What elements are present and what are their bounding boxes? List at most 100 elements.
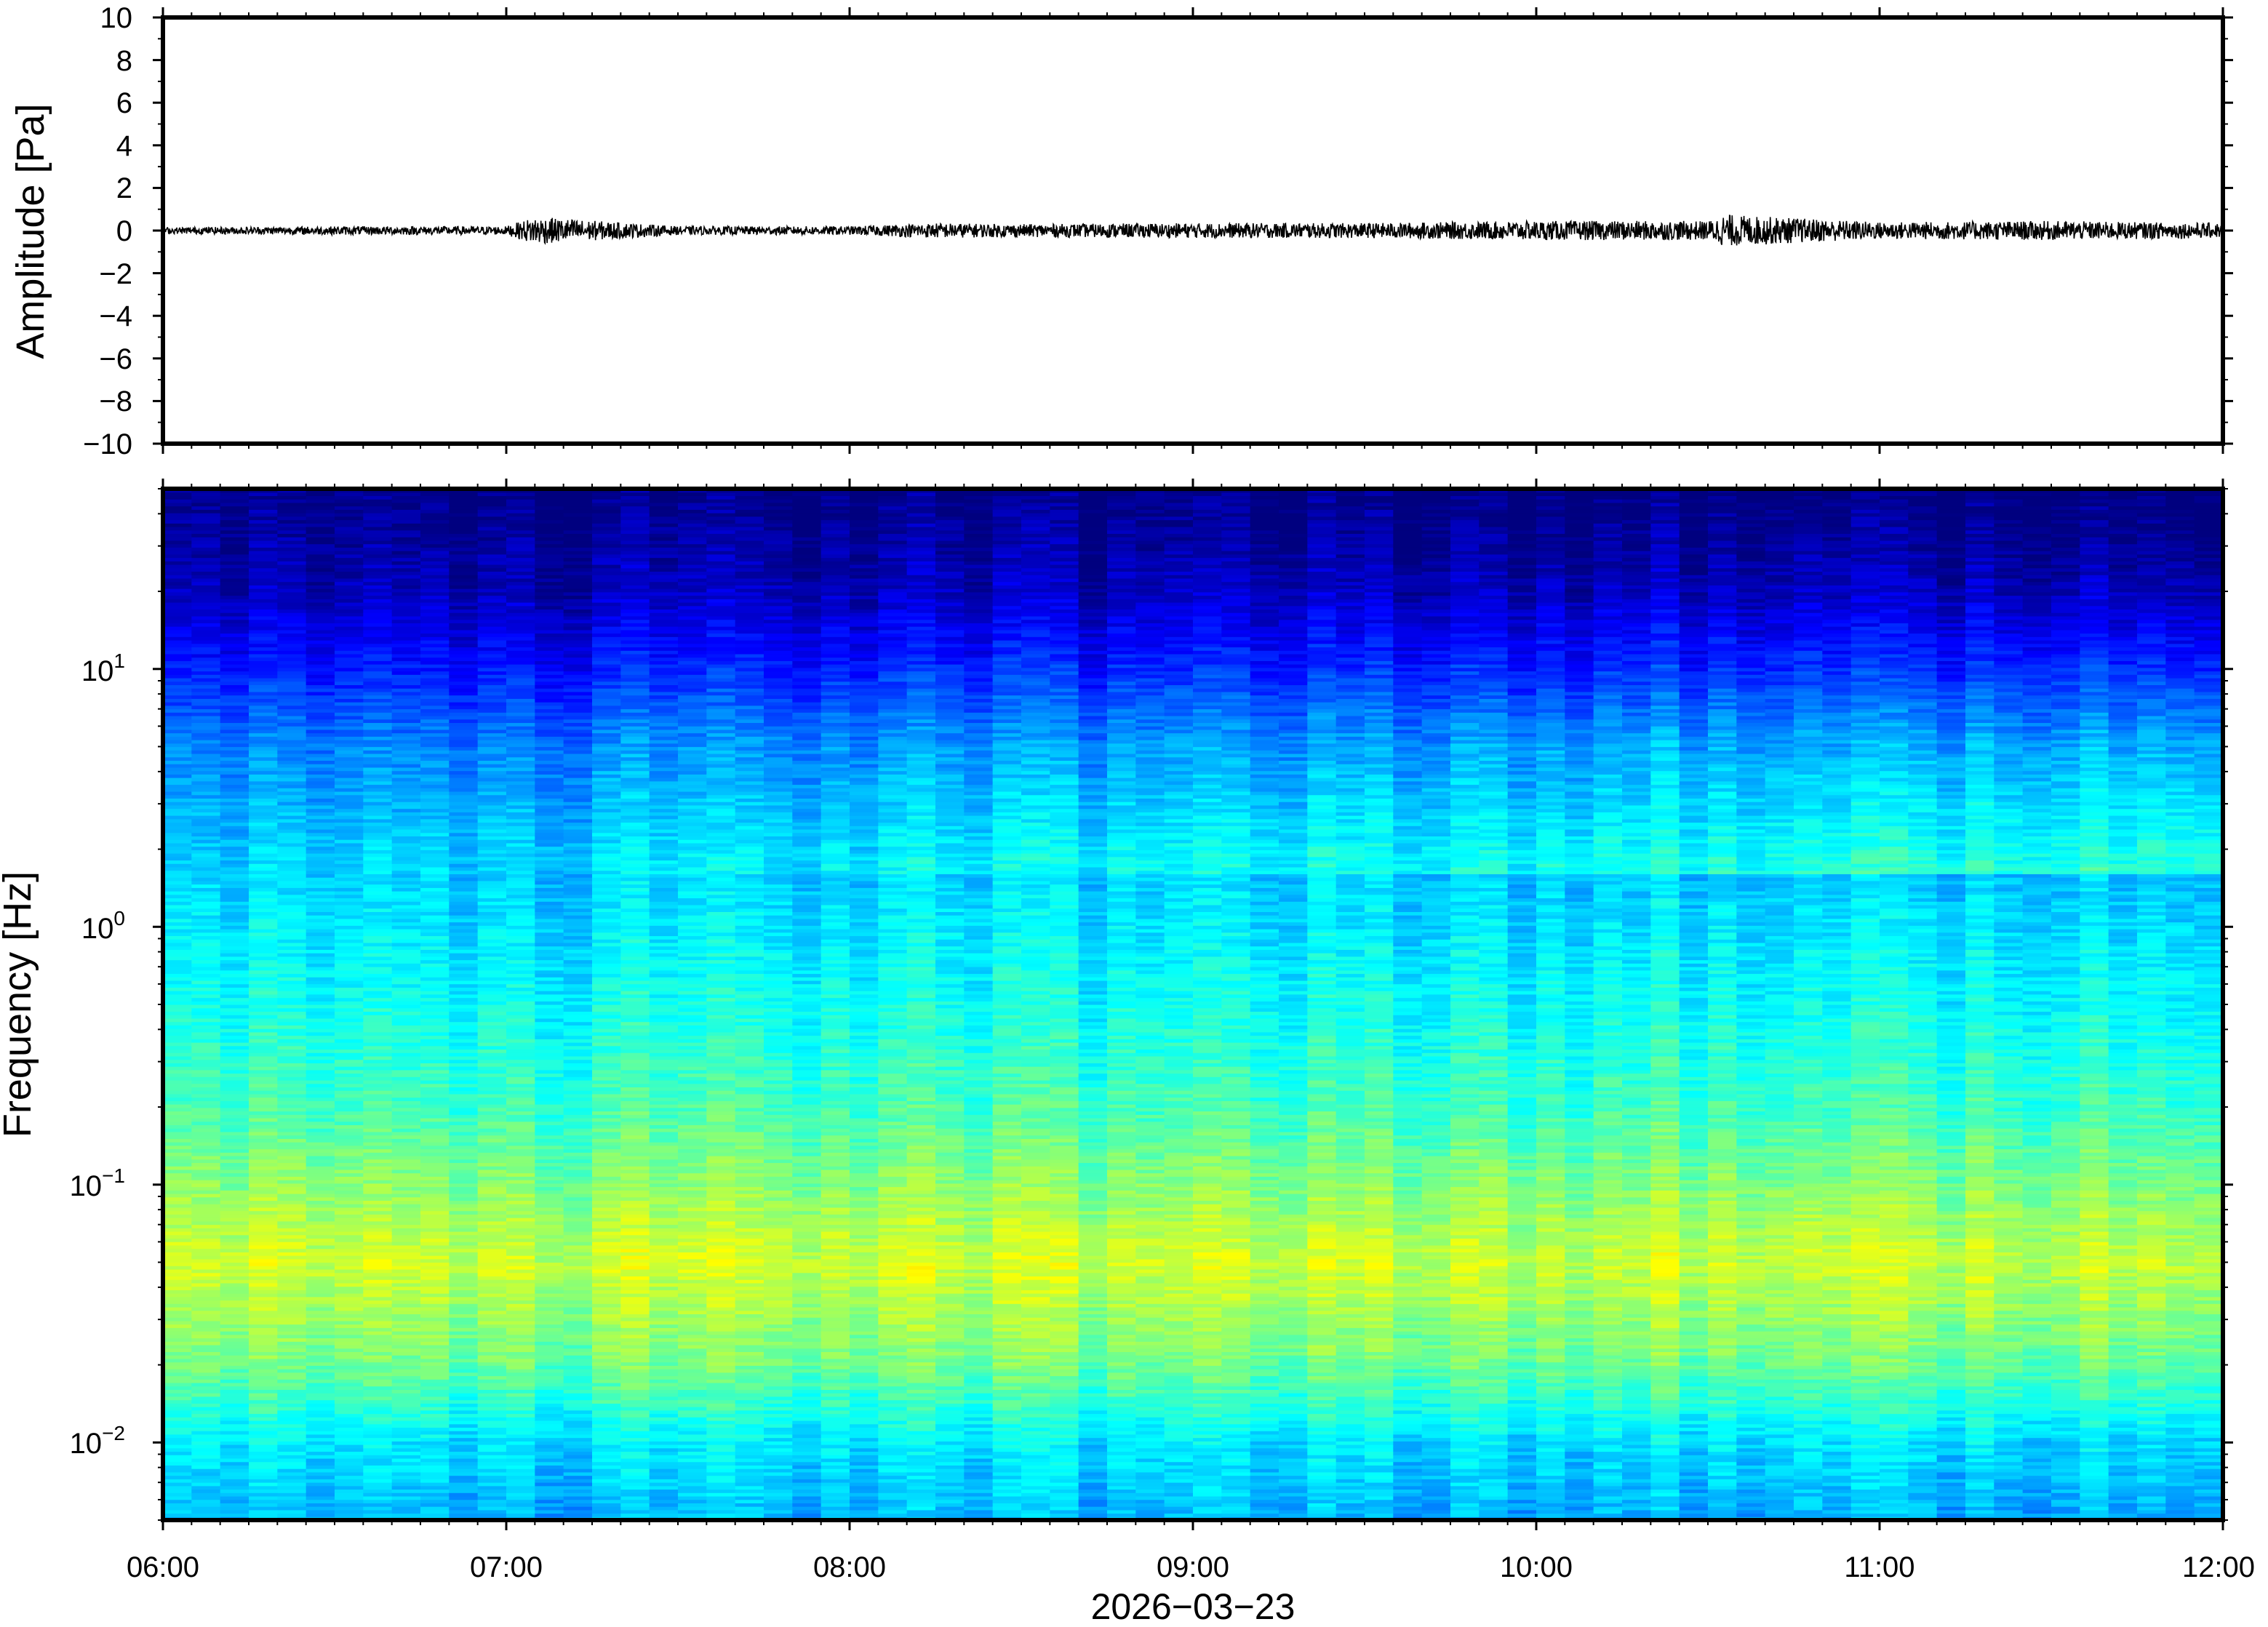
spectrogram-cell (220, 812, 249, 816)
spectrogram-cell (277, 1007, 307, 1012)
spectrogram-cell (620, 1475, 650, 1479)
spectrogram-cell (420, 904, 450, 909)
spectrogram-cell (506, 1052, 535, 1057)
spectrogram-cell (306, 547, 335, 551)
spectrogram-cell (620, 887, 650, 892)
spectrogram-cell (306, 1447, 335, 1452)
spectrogram-cell (191, 1015, 221, 1019)
spectrogram-cell (277, 1344, 307, 1349)
spectrogram-cell (163, 1049, 192, 1053)
spectrogram-cell (449, 746, 479, 751)
spectrogram-cell (506, 1375, 535, 1380)
spectrogram-cell (220, 1423, 249, 1428)
spectrogram-cell (620, 1087, 650, 1091)
spectrogram-cell (363, 1334, 393, 1339)
spectrogram-cell (506, 633, 535, 637)
spectrogram-cell (191, 932, 221, 937)
spectrogram-cell (335, 856, 364, 861)
spectrogram-cell (249, 1293, 278, 1298)
spectrogram-cell (391, 1114, 421, 1119)
spectrogram-cell (506, 1513, 535, 1517)
spectrogram-cell (477, 997, 507, 1002)
spectrogram-cell (420, 1148, 450, 1153)
spectrogram-cell (506, 770, 535, 775)
spectrogram-cell (191, 970, 221, 975)
spectrogram-cell (220, 842, 249, 847)
spectrogram-cell (191, 915, 221, 919)
spectrogram-cell (535, 1320, 564, 1325)
spectrogram-cell (592, 1341, 621, 1346)
spectrogram-cell (249, 1049, 278, 1053)
spectrogram-cell (249, 877, 278, 882)
spectrogram-cell (249, 1107, 278, 1112)
spectrogram-cell (163, 1252, 192, 1256)
spectrogram-cell (220, 1310, 249, 1314)
spectrogram-cell (335, 1011, 364, 1015)
spectrogram-cell (535, 1410, 564, 1415)
spectrogram-cell (391, 1455, 421, 1459)
spectrogram-cell (420, 1399, 450, 1404)
spectrogram-cell (477, 915, 507, 919)
spectrogram-cell (163, 575, 192, 579)
spectrogram-cell (163, 1407, 192, 1411)
spectrogram-cell (363, 1231, 393, 1236)
spectrogram-cell (335, 746, 364, 751)
spectrogram-cell (563, 667, 593, 672)
spectrogram-cell (391, 1437, 421, 1442)
spectrogram-cell (306, 1004, 335, 1009)
spectrogram-cell (335, 804, 364, 809)
spectrogram-cell (535, 1458, 564, 1463)
spectrogram-cell (620, 939, 650, 943)
spectrogram-cell (249, 1166, 278, 1170)
spectrogram-cell (163, 1482, 192, 1487)
spectrogram-cell (363, 1011, 393, 1015)
spectrogram-cell (249, 1224, 278, 1228)
spectrogram-cell (163, 760, 192, 764)
spectrogram-cell (592, 1200, 621, 1204)
spectrogram-cell (220, 499, 249, 503)
spectrogram-cell (391, 1231, 421, 1236)
spectrogram-cell (163, 1087, 192, 1091)
spectrogram-cell (220, 1358, 249, 1363)
spectrogram-cell (220, 547, 249, 551)
spectrogram-cell (563, 970, 593, 975)
spectrogram-cell (563, 826, 593, 830)
spectrogram-cell (449, 818, 479, 823)
spectrogram-cell (163, 1276, 192, 1280)
spectrogram-cell (592, 1317, 621, 1322)
spectrogram-cell (477, 846, 507, 850)
spectrogram-cell (449, 619, 479, 623)
spectrogram-cell (477, 987, 507, 991)
spectrogram-cell (420, 1327, 450, 1332)
spectrogram-cell (220, 1417, 249, 1421)
spectrogram-cell (506, 499, 535, 503)
spectrogram-cell (620, 1393, 650, 1397)
spectrogram-cell (363, 1207, 393, 1212)
spectrogram-cell (363, 1079, 393, 1084)
spectrogram-cell (191, 623, 221, 627)
spectrogram-cell (449, 1018, 479, 1023)
spectrogram-cell (535, 1266, 564, 1270)
spectrogram-cell (449, 605, 479, 610)
spectrogram-cell (391, 1506, 421, 1511)
spectrogram-cell (535, 571, 564, 575)
spectrogram-cell (563, 1015, 593, 1019)
spectrogram-cell (277, 953, 307, 957)
spectrogram-cell (163, 1306, 192, 1311)
spectrogram-cell (249, 1090, 278, 1095)
spectrogram-cell (620, 1042, 650, 1047)
spectrogram-cell (220, 540, 249, 545)
spectrogram-cell (506, 1007, 535, 1012)
spectrogram-cell (420, 1059, 450, 1063)
spectrogram-cell (535, 1362, 564, 1366)
spectrogram-cell (306, 1293, 335, 1298)
spectrogram-cell (563, 1042, 593, 1047)
spectrogram-cell (506, 591, 535, 596)
spectrogram-cell (306, 585, 335, 589)
spectrogram-cell (277, 1193, 307, 1198)
spectrogram-cell (620, 1458, 650, 1463)
spectrogram-cell (420, 605, 450, 610)
spectrogram-cell (363, 1417, 393, 1421)
spectrogram-cell (163, 540, 192, 545)
spectrogram-cell (563, 740, 593, 744)
